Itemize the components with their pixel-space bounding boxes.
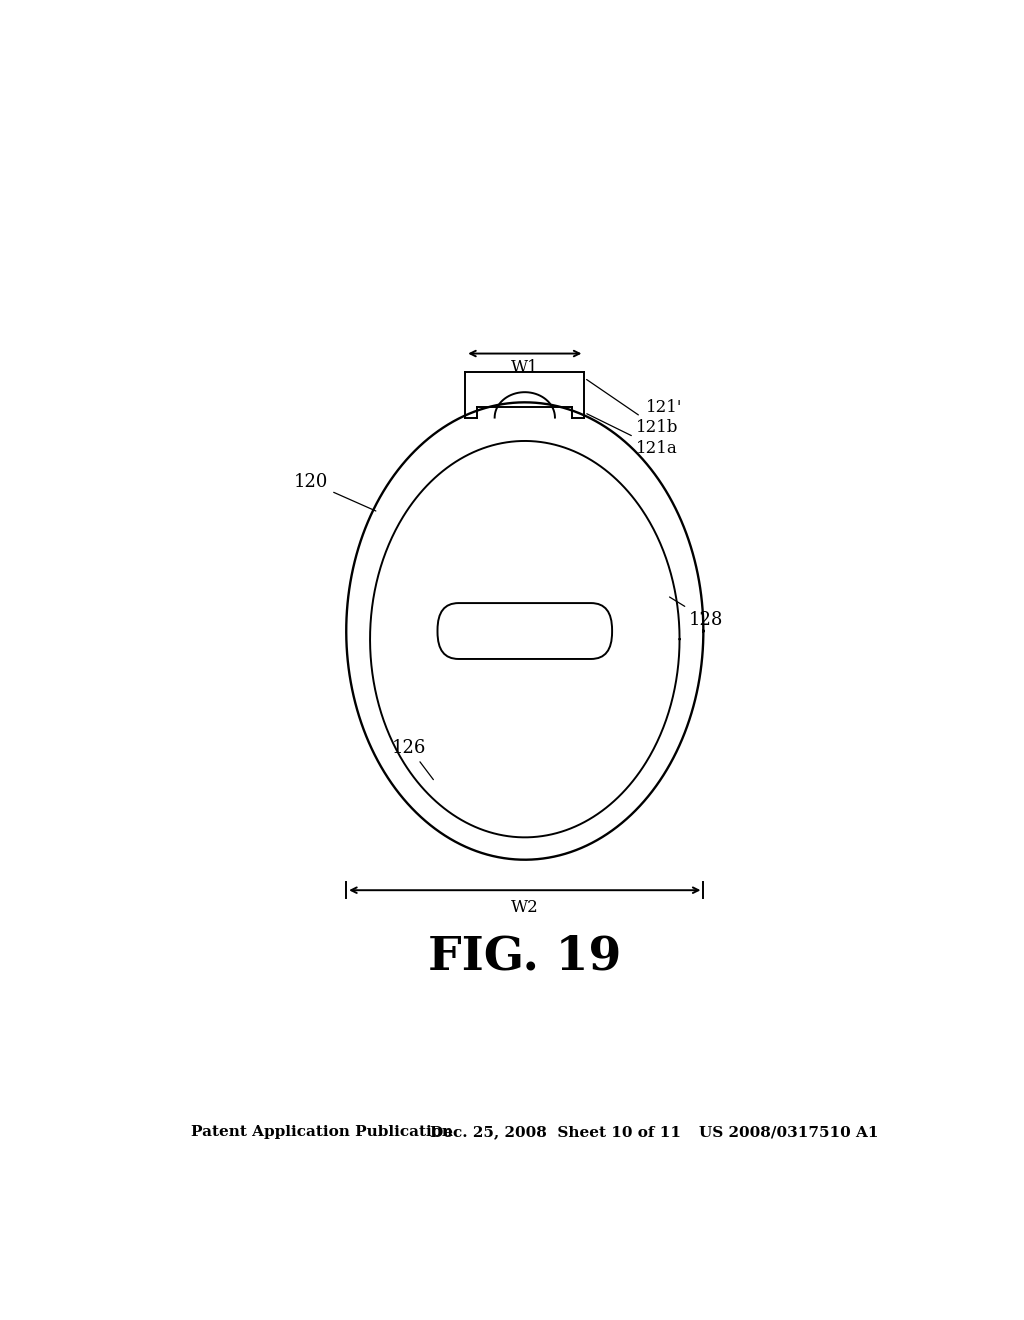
Text: 121a: 121a: [587, 413, 678, 457]
Text: 128: 128: [670, 597, 723, 628]
Text: 121': 121': [646, 399, 683, 416]
Text: 120: 120: [294, 474, 376, 511]
Text: W2: W2: [511, 899, 539, 916]
Text: US 2008/0317510 A1: US 2008/0317510 A1: [699, 1125, 879, 1139]
Text: 126: 126: [392, 739, 433, 780]
Text: Patent Application Publication: Patent Application Publication: [191, 1125, 454, 1139]
Text: FIG. 19: FIG. 19: [428, 933, 622, 979]
Text: 121b: 121b: [587, 380, 679, 436]
Text: Dec. 25, 2008  Sheet 10 of 11: Dec. 25, 2008 Sheet 10 of 11: [430, 1125, 681, 1139]
Text: W1: W1: [511, 359, 539, 376]
